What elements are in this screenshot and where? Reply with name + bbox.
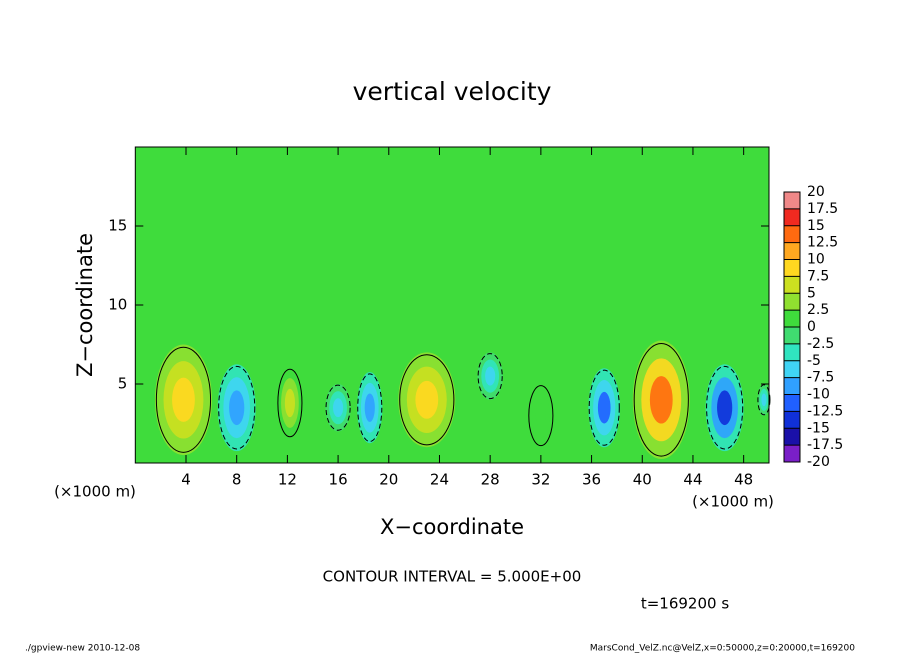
x-tick-label: 40	[633, 471, 652, 489]
x-tick-label: 28	[481, 471, 500, 489]
x-tick-label: 12	[278, 471, 297, 489]
footer: ./gpview-new 2010-12-08	[25, 644, 140, 654]
colorbar-label: 7.5	[807, 268, 829, 284]
field-cell	[229, 390, 245, 426]
colorbar-segment	[784, 445, 800, 462]
colorbar-label: 10	[807, 252, 825, 268]
contour-line	[277, 368, 303, 438]
x-tick-label: 8	[232, 471, 242, 489]
colorbar-label: -12.5	[807, 403, 843, 419]
contour-line	[155, 346, 212, 453]
colorbar-segment	[784, 394, 800, 412]
colorbar-label: 5	[807, 285, 816, 301]
y-axis-label: Z−coordinate	[73, 233, 97, 377]
contour-line	[325, 384, 351, 431]
field-cell	[172, 377, 195, 422]
chart-title: vertical velocity	[353, 77, 552, 106]
contour-line	[218, 365, 256, 450]
x-axis-label: X−coordinate	[380, 515, 524, 539]
colorbar-segment	[784, 411, 800, 429]
colorbar-label: -10	[807, 387, 830, 403]
colorbar-label: 0	[807, 319, 816, 335]
contour-line	[706, 365, 744, 450]
time-label: t=169200 s	[641, 595, 729, 613]
colorbar-segment	[784, 192, 800, 209]
colorbar-label: -7.5	[807, 370, 834, 386]
x-tick-label: 16	[329, 471, 348, 489]
colorbar-segment	[784, 343, 800, 361]
field-cell	[717, 390, 733, 426]
x-tick-label: 24	[430, 471, 449, 489]
colorbar-label: 17.5	[807, 201, 838, 217]
field-cell	[364, 393, 375, 422]
contour-line	[528, 385, 554, 447]
field-cell	[597, 391, 611, 424]
field-cell	[415, 380, 439, 419]
colorbar-segment	[784, 242, 800, 260]
contour-interval: CONTOUR INTERVAL = 5.000E+00	[323, 568, 582, 586]
colorbar-label: 15	[807, 218, 825, 234]
x-tick-label: 32	[531, 471, 550, 489]
colorbar-label: -17.5	[807, 437, 843, 453]
contour-line	[588, 369, 620, 446]
x-tick-label: 44	[683, 471, 702, 489]
colorbar-segment	[784, 428, 800, 446]
contour-line	[633, 343, 689, 457]
colorbar-segment	[784, 276, 800, 294]
field-cell	[649, 376, 673, 424]
colorbar-label: 2.5	[807, 302, 829, 318]
colorbar-segment	[784, 377, 800, 395]
contour-line	[399, 354, 455, 446]
x-tick-label: 4	[181, 471, 191, 489]
footer: MarsCond_VelZ.nc@VelZ,x=0:50000,z=0:2000…	[590, 644, 855, 654]
field-cell	[333, 398, 344, 418]
field-cell	[761, 393, 767, 407]
field-cell	[284, 388, 295, 418]
x-unit: (×1000 m)	[692, 493, 774, 511]
x-tick-label: 20	[379, 471, 398, 489]
contour-line	[477, 353, 503, 400]
field-cell	[485, 366, 496, 386]
colorbar-segment	[784, 327, 800, 344]
x-tick-label: 36	[582, 471, 601, 489]
colorbar-label: 12.5	[807, 235, 838, 251]
colorbar-segment	[784, 208, 800, 226]
colorbar-segment	[784, 225, 800, 243]
field-cell	[535, 402, 546, 429]
colorbar-segment	[784, 310, 800, 327]
contour-line	[757, 384, 771, 416]
colorbar-segment	[784, 259, 800, 277]
colorbar-label: 20	[807, 184, 825, 200]
colorbar-label: -15	[807, 420, 830, 436]
colorbar-label: -20	[807, 454, 830, 470]
colorbar-segment	[784, 293, 800, 311]
x-unit: (×1000 m)	[54, 483, 136, 501]
colorbar-segment	[784, 360, 800, 378]
colorbar-label: -5	[807, 353, 821, 369]
y-tick-label: 15	[108, 217, 127, 235]
contour-line	[357, 373, 383, 442]
y-tick-label: 5	[118, 375, 128, 393]
x-tick-label: 48	[734, 471, 753, 489]
y-tick-label: 10	[108, 296, 127, 314]
colorbar-label: -2.5	[807, 336, 834, 352]
